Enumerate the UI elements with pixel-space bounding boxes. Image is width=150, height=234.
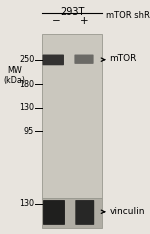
Text: mTOR shRNA: mTOR shRNA [106, 11, 150, 20]
Bar [42, 34, 102, 198]
FancyBboxPatch shape [74, 55, 94, 64]
Text: mTOR: mTOR [110, 55, 137, 63]
FancyBboxPatch shape [43, 55, 64, 65]
Text: 130: 130 [19, 103, 34, 112]
Text: 250: 250 [19, 55, 34, 64]
FancyBboxPatch shape [75, 200, 94, 225]
Text: 95: 95 [24, 127, 34, 135]
Text: vinculin: vinculin [110, 207, 145, 216]
Text: +: + [80, 16, 89, 26]
Text: 130: 130 [19, 199, 34, 208]
Text: MW
(kDa): MW (kDa) [3, 66, 25, 85]
Text: −: − [52, 16, 61, 26]
Text: 293T: 293T [60, 7, 84, 17]
FancyBboxPatch shape [43, 200, 65, 225]
Text: 180: 180 [19, 80, 34, 89]
Bar [42, 198, 102, 228]
